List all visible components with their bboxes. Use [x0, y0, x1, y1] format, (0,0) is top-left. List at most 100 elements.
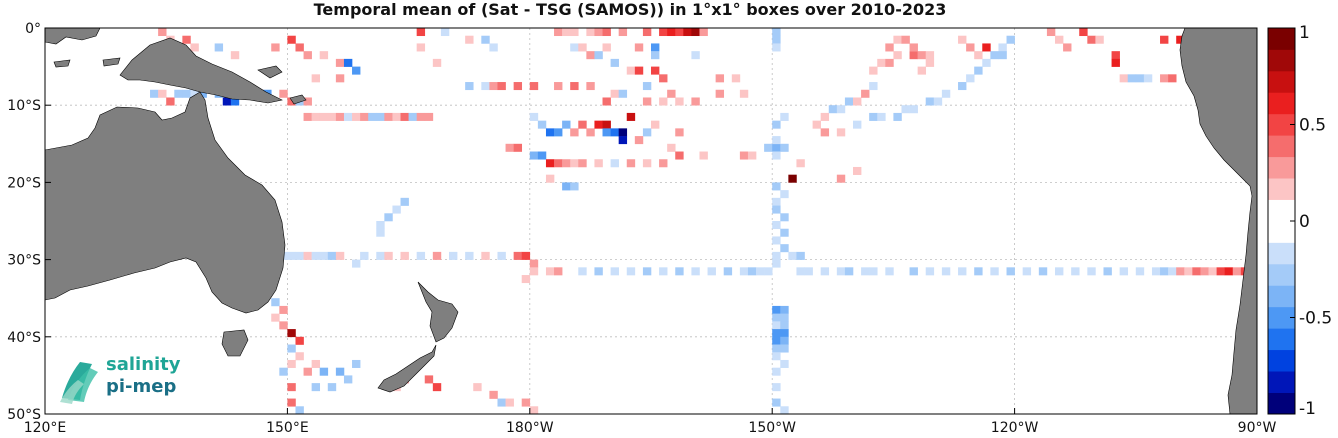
data-cell: [497, 398, 506, 407]
data-cell: [699, 28, 708, 37]
data-cell: [659, 159, 668, 168]
data-cell: [432, 251, 442, 260]
data-cell: [1038, 267, 1048, 276]
data-cell: [1103, 267, 1112, 276]
data-cell: [998, 51, 1007, 60]
data-cell: [230, 51, 240, 60]
data-cell: [788, 251, 797, 260]
data-cell: [925, 97, 935, 106]
data-cell: [642, 28, 652, 37]
data-cell: [1216, 267, 1225, 276]
data-cell: [335, 367, 345, 376]
data-cell: [925, 51, 935, 60]
data-cell: [610, 159, 619, 168]
data-cell: [352, 259, 361, 268]
data-cell: [772, 251, 781, 260]
data-cell: [974, 66, 983, 75]
data-cell: [691, 267, 700, 276]
land-north-islands: [45, 28, 101, 45]
data-cell: [772, 136, 781, 145]
data-cell: [602, 28, 611, 37]
data-cell: [335, 74, 345, 83]
data-cell: [1322, 36, 1330, 44]
data-cell: [780, 305, 789, 314]
data-cell: [416, 28, 426, 37]
land-new-guinea: [119, 37, 283, 104]
land-island-b: [53, 59, 71, 68]
data-cell: [481, 35, 490, 44]
data-cell: [659, 97, 668, 106]
data-cell: [844, 97, 854, 106]
data-cell: [327, 112, 337, 121]
data-cell: [303, 251, 312, 260]
data-cell: [659, 28, 668, 37]
data-cell: [1087, 35, 1096, 44]
data-cell: [715, 74, 725, 83]
data-cell: [828, 105, 838, 114]
data-cell: [796, 251, 805, 260]
colorbar-tick-label: 0: [1299, 212, 1310, 232]
y-tick-label: 30°S: [7, 253, 41, 269]
colorbar-ticks: 1 0.5 0 -0.5 -1: [1290, 23, 1332, 419]
data-cell: [772, 120, 781, 129]
data-cell: [497, 251, 506, 260]
data-cell: [1297, 136, 1305, 144]
data-cell: [1151, 267, 1161, 276]
data-cell: [634, 43, 644, 52]
data-cell: [966, 74, 975, 83]
data-cell: [1055, 267, 1064, 276]
x-tick-label: 150°E: [266, 420, 309, 436]
data-cell: [287, 35, 296, 44]
data-cell: [440, 28, 450, 37]
data-cell: [1063, 43, 1072, 52]
land-island-a: [102, 57, 121, 67]
data-cell: [497, 82, 506, 91]
data-cell: [554, 82, 563, 91]
data-cell: [1330, 144, 1338, 152]
data-cell: [1322, 391, 1330, 399]
data-cell: [400, 251, 409, 260]
data-cell: [416, 251, 426, 260]
data-cell: [578, 43, 587, 52]
data-cell: [150, 89, 159, 98]
data-cell: [780, 406, 789, 414]
data-cell: [537, 120, 547, 129]
colorbar-tick-label: 1: [1299, 23, 1310, 43]
data-cell: [772, 259, 781, 268]
data-cell: [772, 205, 781, 214]
data-cell: [772, 305, 781, 314]
data-cell: [432, 58, 442, 67]
data-cell: [295, 43, 304, 52]
data-cell: [642, 82, 652, 91]
data-cell: [594, 51, 603, 60]
data-cell: [416, 112, 426, 121]
data-cell: [602, 128, 611, 137]
data-cell: [432, 383, 442, 392]
data-cell: [610, 58, 619, 67]
data-cell: [1006, 267, 1015, 276]
data-cell: [214, 43, 224, 52]
data-cell: [562, 120, 571, 129]
data-cell: [1297, 175, 1305, 183]
data-cell: [424, 112, 434, 121]
colorbar-segment: [1268, 285, 1295, 308]
data-cell: [554, 267, 563, 276]
data-cell: [836, 174, 846, 183]
data-cell: [295, 352, 304, 361]
data-cell: [554, 28, 563, 37]
land-south-america: [1179, 28, 1257, 414]
data-cell: [618, 28, 628, 37]
colorbar-segment: [1268, 49, 1295, 72]
data-cell: [747, 151, 757, 160]
data-cell: [279, 89, 288, 98]
data-cell: [1322, 267, 1330, 275]
data-cell: [481, 82, 490, 91]
data-cell: [529, 406, 539, 414]
x-tick-label: 90°W: [1238, 420, 1277, 436]
data-cell: [836, 267, 846, 276]
data-cell: [1135, 74, 1145, 83]
data-cell: [570, 182, 579, 191]
data-cell: [287, 398, 296, 407]
data-cell: [772, 221, 781, 230]
data-cell: [667, 143, 676, 152]
